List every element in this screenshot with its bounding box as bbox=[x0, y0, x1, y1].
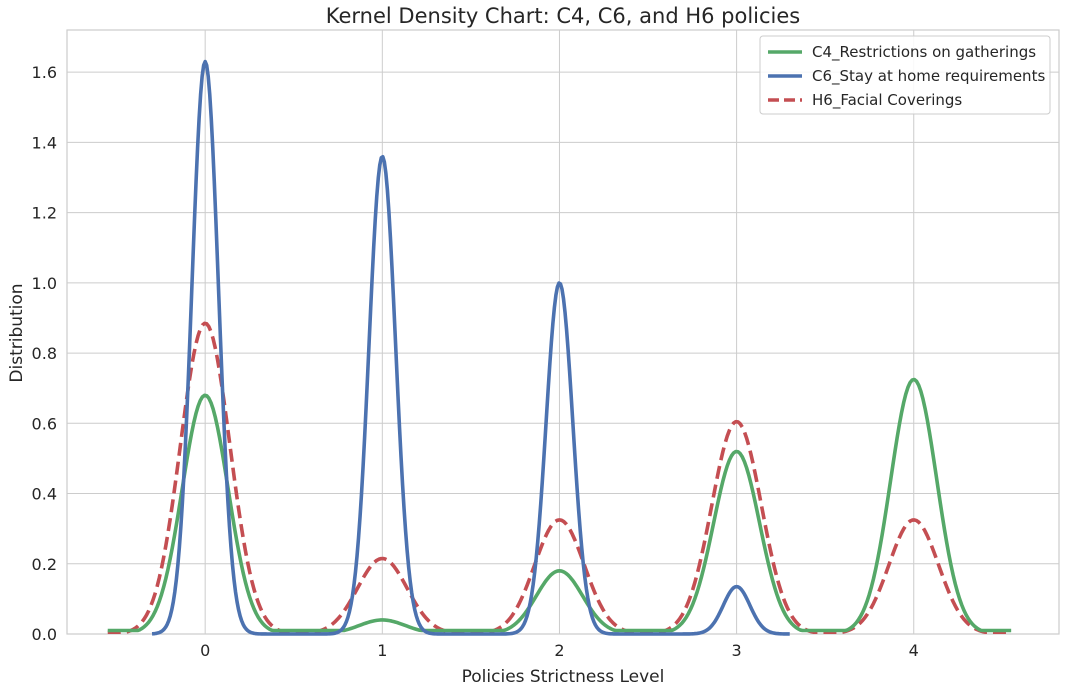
y-tick-label: 1.4 bbox=[32, 133, 57, 152]
x-tick-label: 4 bbox=[909, 641, 919, 660]
y-tick-label: 0.0 bbox=[32, 625, 57, 644]
y-tick-label: 1.0 bbox=[32, 274, 57, 293]
plot-area bbox=[66, 29, 1060, 635]
x-tick-label: 0 bbox=[200, 641, 210, 660]
y-tick-label: 0.4 bbox=[32, 485, 57, 504]
legend-box bbox=[759, 35, 1051, 115]
legend-label: C4_Restrictions on gatherings bbox=[812, 43, 1036, 62]
x-tick-label: 2 bbox=[554, 641, 564, 660]
x-tick-label: 1 bbox=[377, 641, 387, 660]
y-tick-label: 1.2 bbox=[32, 204, 57, 223]
y-axis-label: Distribution bbox=[7, 283, 27, 382]
x-axis-label: Policies Strictness Level bbox=[462, 667, 665, 687]
x-tick-label: 3 bbox=[732, 641, 742, 660]
legend-label: C6_Stay at home requirements bbox=[812, 67, 1045, 86]
chart-title: Kernel Density Chart: C4, C6, and H6 pol… bbox=[326, 4, 800, 28]
y-tick-label: 0.2 bbox=[32, 555, 57, 574]
y-tick-label: 0.6 bbox=[32, 414, 57, 433]
series-layer bbox=[107, 59, 1012, 636]
legend: C4_Restrictions on gatherings C6_Stay at … bbox=[759, 35, 1051, 115]
y-tick-label: 1.6 bbox=[32, 63, 57, 82]
series-line-0 bbox=[107, 377, 1012, 633]
tick-labels: 0 1 2 3 4 0.0 0.2 0.4 0.6 0.8 1.0 1.2 1.4 1.6 bbox=[32, 63, 919, 660]
series-line-1 bbox=[151, 59, 791, 636]
legend-label: H6_Facial Coverings bbox=[812, 91, 962, 110]
y-tick-label: 0.8 bbox=[32, 344, 57, 363]
series-line-2 bbox=[107, 321, 1012, 635]
